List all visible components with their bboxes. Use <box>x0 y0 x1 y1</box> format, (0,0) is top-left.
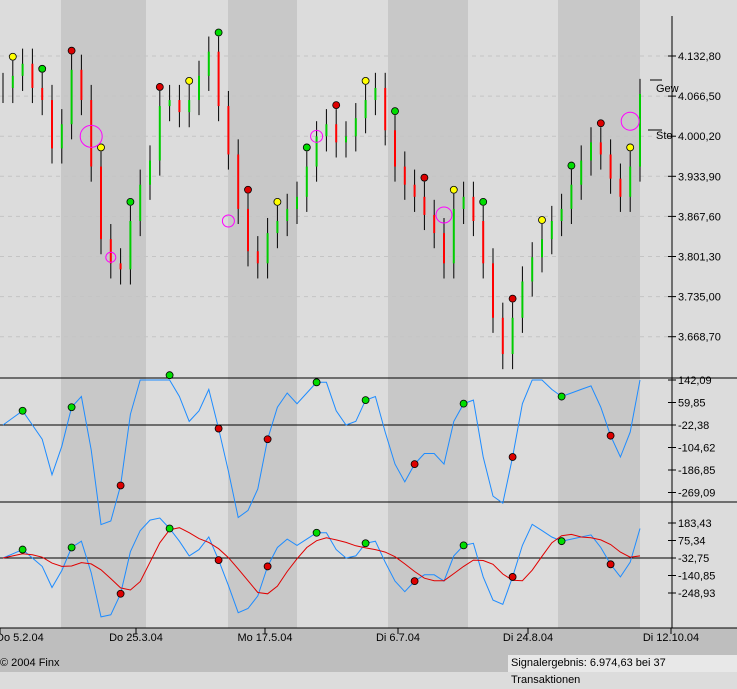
signal-marker <box>8 52 17 61</box>
osc1-tick-label: -269,09 <box>678 487 715 499</box>
osc1-marker <box>312 378 321 387</box>
osc2-tick-label: -248,93 <box>678 588 715 600</box>
osc1-marker <box>18 406 27 415</box>
osc2-marker <box>165 524 174 533</box>
stop-circle-marker <box>310 129 324 143</box>
signal-marker <box>449 185 458 194</box>
signal-marker <box>508 294 517 303</box>
osc2-marker <box>361 539 370 548</box>
x-tick-label: Di 24.8.04 <box>503 632 553 644</box>
signal-marker <box>126 197 135 206</box>
x-tick-label: Di 12.10.04 <box>643 632 699 644</box>
x-tick-label: Mo 17.5.04 <box>237 632 292 644</box>
stop-circle-marker <box>221 214 235 228</box>
stop-circle-marker <box>105 251 117 263</box>
osc1-marker <box>557 392 566 401</box>
signal-marker <box>302 143 311 152</box>
signal-marker <box>332 101 341 110</box>
osc1-marker <box>116 481 125 490</box>
signal-marker <box>214 28 223 37</box>
stop-label: Sto <box>656 130 673 142</box>
price-tick-label: 3.933,90 <box>678 171 721 183</box>
osc2-line <box>2 517 641 618</box>
osc2-marker <box>508 573 517 581</box>
stop-circle-marker <box>620 111 640 131</box>
osc1-marker <box>263 435 272 444</box>
osc1-marker <box>459 399 468 408</box>
osc2-marker <box>557 537 566 546</box>
signal-marker <box>97 143 105 152</box>
signal-result: Signalergebnis: 6.974,63 bei 37 Transakt… <box>508 655 737 686</box>
osc1-marker <box>67 403 76 412</box>
osc2-tick-label: -32,75 <box>678 553 709 565</box>
stop-circle-marker <box>435 206 453 224</box>
signal-marker <box>38 64 47 73</box>
x-tick-label: Di 6.7.04 <box>376 632 420 644</box>
signal-marker <box>479 197 488 206</box>
copyright-text: © 2004 Finx <box>0 657 60 669</box>
signal-marker <box>596 119 605 128</box>
price-tick-label: 3.867,60 <box>678 211 721 223</box>
price-tick-label: 4.132,80 <box>678 51 721 63</box>
osc2-tick-label: 183,43 <box>678 518 712 530</box>
osc2-tick-label: 75,34 <box>678 536 706 548</box>
signal-marker <box>361 77 370 85</box>
osc2-marker <box>116 589 125 598</box>
x-tick-label: Do 5.2.04 <box>0 632 44 644</box>
price-tick-label: 3.801,30 <box>678 252 721 264</box>
osc2-marker <box>459 541 468 550</box>
osc1-marker <box>508 453 517 461</box>
period-band <box>558 0 640 628</box>
price-tick-label: 4.000,20 <box>678 131 721 143</box>
osc2-marker <box>18 545 27 554</box>
signal-marker <box>391 107 399 116</box>
target-label: Gew <box>656 83 679 95</box>
osc1-tick-label: 142,09 <box>678 375 712 387</box>
signal-marker <box>155 83 164 91</box>
osc1-marker <box>606 431 615 440</box>
osc2-marker <box>263 562 272 571</box>
osc1-tick-label: 59,85 <box>678 398 706 410</box>
stock-chart: 4.132,80 4.066,50 4.000,20 3.933,90 3.867,60… <box>0 0 737 672</box>
osc1-tick-label: -22,38 <box>678 420 709 432</box>
osc1-line <box>2 379 641 526</box>
signal-marker <box>244 185 252 194</box>
signal-marker <box>273 197 282 206</box>
osc2-signal-line <box>2 527 641 595</box>
osc2-marker <box>214 556 223 565</box>
osc2-marker <box>606 560 615 569</box>
signal-marker <box>567 161 576 170</box>
signal-marker <box>67 46 76 55</box>
osc1-tick-label: -186,85 <box>678 465 715 477</box>
osc2-marker <box>67 543 76 552</box>
period-band <box>61 0 146 628</box>
osc2-marker <box>312 528 321 537</box>
period-band <box>388 0 468 628</box>
osc2-marker <box>410 577 419 586</box>
signal-marker <box>420 173 429 182</box>
price-tick-label: 4.066,50 <box>678 91 721 103</box>
signal-marker <box>626 143 635 152</box>
x-tick-label: Do 25.3.04 <box>109 632 163 644</box>
osc1-tick-label: -104,62 <box>678 443 715 455</box>
signal-marker <box>185 77 194 85</box>
price-tick-label: 3.668,70 <box>678 332 721 344</box>
stop-circle-marker <box>79 124 103 148</box>
osc1-marker <box>410 460 419 469</box>
signal-marker <box>538 216 546 224</box>
period-band <box>228 0 297 628</box>
osc2-tick-label: -140,85 <box>678 571 715 583</box>
price-tick-label: 3.735,00 <box>678 292 721 304</box>
osc1-marker <box>361 396 370 405</box>
osc1-marker <box>165 371 174 380</box>
osc1-marker <box>214 424 223 433</box>
